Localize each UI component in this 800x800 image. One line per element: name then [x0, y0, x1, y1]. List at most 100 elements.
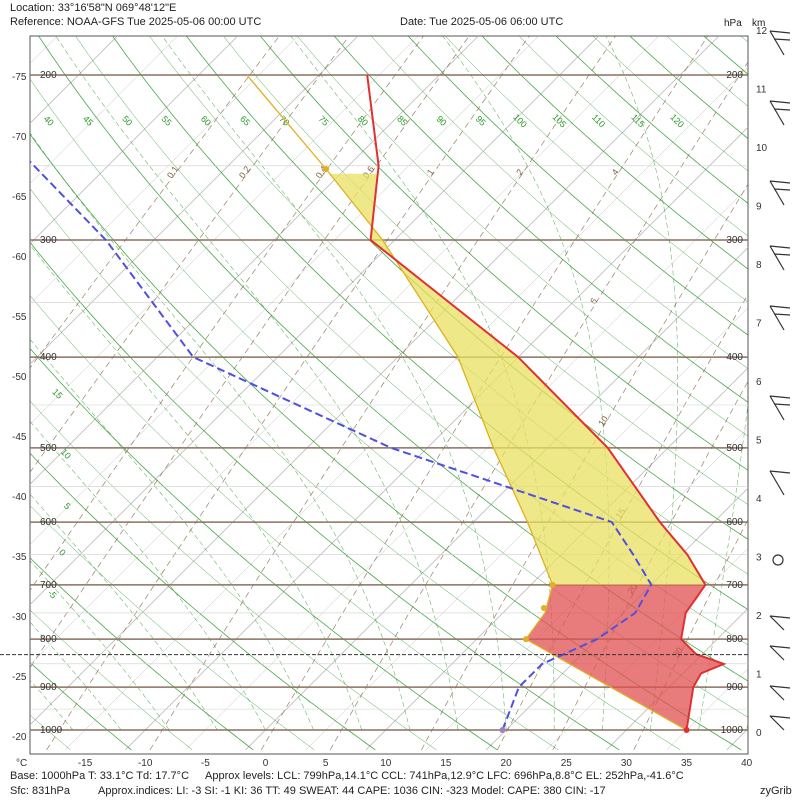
altitude-label: 2 [756, 611, 762, 622]
wind-barb [769, 685, 791, 701]
barb-flag [769, 715, 791, 719]
mixing-ratio-label: 1 [425, 167, 436, 177]
wind-barb [769, 645, 791, 661]
dry-adiabat-line [30, 557, 254, 751]
barb-staff [769, 305, 785, 331]
barb-flag [769, 395, 791, 399]
left-tick-label: -60 [12, 252, 27, 263]
altitude-label: 10 [756, 143, 768, 154]
plot-area: 0.10.20.40.6124610152030151050-540455055… [0, 32, 748, 751]
dry-adiabat-line [333, 36, 748, 403]
pressure-label-left: 400 [40, 352, 57, 363]
left-tick-label: -55 [12, 312, 27, 323]
dry-adiabat-line [259, 36, 748, 471]
dry-adiabat-line [30, 347, 498, 751]
left-tick-label: -35 [12, 552, 27, 563]
mixing-ratio-line [260, 36, 709, 751]
dry-adiabat-label: 85 [395, 114, 409, 128]
x-tick-label: 35 [681, 758, 693, 769]
left-tick-label: -65 [12, 192, 27, 203]
pressure-label-left: 500 [40, 443, 57, 454]
isotherm-line [30, 36, 239, 245]
mixing-ratio-line [46, 36, 530, 751]
footer-base: Base: 1000hPa T: 33.1°C Td: 17.7°C [10, 770, 190, 782]
cape-area [329, 173, 706, 585]
altitude-label: 5 [756, 436, 762, 447]
isotherm-line [30, 36, 660, 666]
x-tick-label: 10 [380, 758, 392, 769]
isotherm-line [245, 247, 748, 751]
pressure-label-right: 600 [726, 517, 743, 528]
dry-adiabat-line [0, 32, 9, 750]
isotherm-line [65, 66, 748, 751]
altitude-label: 7 [756, 319, 762, 330]
cin-area [525, 584, 724, 730]
isotherm-line [30, 36, 299, 305]
mixing-ratio-label: 6 [588, 296, 599, 306]
skewt-diagram: 0.10.20.40.6124610152030151050-540455055… [0, 26, 791, 769]
barb-staff [769, 395, 785, 421]
dry-adiabat-line [149, 36, 748, 575]
mixing-ratio-line [633, 518, 748, 751]
barb-staff [769, 715, 785, 731]
left-tick-label: -25 [12, 672, 27, 683]
x-tick-label: -10 [138, 758, 153, 769]
moist-adiabat-line [30, 560, 170, 731]
moist-adiabat-line [290, 36, 555, 730]
footer-sfc: Sfc: 831hPa [10, 785, 70, 797]
barb-flag [773, 108, 791, 111]
barb-flag [773, 403, 791, 406]
date-label: Date: Tue 2025-05-06 06:00 UTC [400, 16, 564, 28]
barb-flag [769, 30, 791, 34]
barb-staff [769, 470, 785, 496]
altitude-label: 6 [756, 377, 762, 388]
moist-adiabat-line [30, 338, 314, 731]
mixing-ratio-line [30, 36, 424, 591]
pressure-label-right: 800 [726, 634, 743, 645]
wind-barb [772, 554, 784, 566]
moist-adiabat-line [55, 36, 459, 731]
isotherm-line [30, 36, 600, 606]
moist-adiabat-line [746, 721, 748, 731]
location-label: Location: 33°16'58"N 069°48'12"E [10, 2, 177, 14]
moist-adiabat-line [30, 420, 266, 731]
isotherm-line [305, 307, 748, 751]
dry-adiabat-label: 80 [356, 114, 370, 128]
parcel-line [246, 74, 687, 731]
mixing-ratio-line [30, 36, 280, 369]
mixing-ratio-label: 2 [514, 167, 525, 177]
barb-flag [769, 180, 791, 184]
pressure-label-left: 800 [40, 634, 57, 645]
pressure-label-left: 300 [40, 235, 57, 246]
barb-flag [769, 245, 791, 249]
pressure-label-left: 700 [40, 580, 57, 591]
level-marker [683, 727, 690, 733]
pressure-label-left: 1000 [40, 725, 63, 736]
dry-adiabat-label: 75 [317, 114, 331, 128]
footer-levels: Approx levels: LCL: 799hPa,14.1°C CCL: 7… [205, 770, 684, 782]
pressure-label-right: 1000 [721, 725, 744, 736]
moist-adiabat-line [30, 244, 362, 731]
left-tick-label: -20 [12, 732, 27, 743]
isotherm-line [606, 607, 748, 751]
mixing-ratio-line [329, 61, 748, 751]
dry-adiabat-line [296, 36, 748, 437]
pressure-label-right: 700 [726, 580, 743, 591]
dry-adiabat-line [444, 36, 748, 303]
left-tick-label: -45 [12, 432, 27, 443]
footer-indices: Approx.indices: LI: -3 SI: -1 KI: 36 TT:… [98, 785, 606, 797]
dry-adiabat-line [30, 78, 748, 718]
wind-barb [769, 715, 791, 731]
x-tick-label: -5 [201, 758, 210, 769]
barb-flag [769, 305, 791, 309]
altitude-label: 3 [756, 553, 762, 564]
wind-barb [769, 305, 791, 331]
axes-layer: °C -15 -10 -5 0 5 10 15 20 25 30 35 40-75-70-65-60-5… [0, 26, 768, 769]
left-tick-label: -30 [12, 612, 27, 623]
x-tick-label: 5 [323, 758, 329, 769]
dry-adiabat-label: 90 [434, 114, 448, 128]
x-tick-label: 20 [501, 758, 513, 769]
level-marker [540, 604, 547, 611]
level-marker [549, 581, 556, 588]
barb-flag [773, 253, 791, 256]
